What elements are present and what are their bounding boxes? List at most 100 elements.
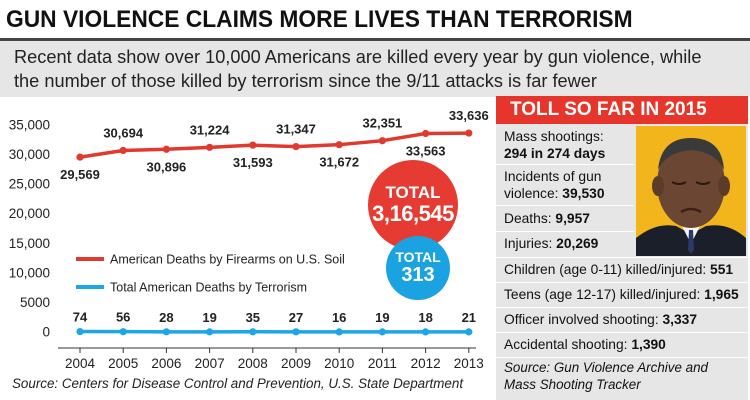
panel-source-line-2: Mass Shooting Tracker [504, 377, 641, 392]
stat-teens: Teens (age 12-17) killed/injured: 1,965 [504, 286, 739, 303]
y-tick-label: 5000 [20, 295, 50, 310]
stat-officer: Officer involved shooting: 3,337 [504, 311, 697, 328]
data-label-firearms: 33,636 [449, 108, 489, 123]
stat-gun-label-2: violence: [504, 186, 563, 201]
divider [496, 332, 748, 333]
point-firearms [292, 143, 300, 151]
x-tick-label: 2013 [454, 356, 484, 371]
data-label-firearms: 32,351 [363, 116, 403, 131]
point-terrorism [378, 328, 386, 336]
point-firearms [76, 153, 84, 161]
panel-source-line-1: Source: Gun Violence Archive and [504, 360, 708, 375]
data-label-terrorism: 74 [73, 310, 88, 325]
y-tick-label: 25,000 [9, 177, 50, 192]
divider [496, 164, 634, 165]
y-tick-label: 20,000 [9, 206, 50, 221]
total-firearms-bubble: TOTAL 3,16,545 [368, 160, 458, 250]
stat-accidental-value: 1,390 [631, 337, 666, 352]
total-firearms-value: 3,16,545 [372, 201, 454, 226]
chart-source: Source: Centers for Disease Control and … [12, 376, 464, 391]
point-firearms [206, 143, 214, 151]
legend-label-terrorism: Total American Deaths by Terrorism [110, 281, 307, 295]
divider [496, 257, 748, 258]
subhead-line-1: Recent data show over 10,000 Americans a… [14, 47, 702, 67]
data-label-terrorism: 16 [332, 310, 346, 325]
point-firearms [162, 145, 170, 153]
y-tick-label: 30,000 [9, 147, 50, 162]
stat-deaths-value: 9,957 [555, 211, 590, 226]
data-label-firearms: 31,224 [190, 122, 231, 137]
point-firearms [335, 141, 343, 149]
point-terrorism [249, 328, 257, 336]
stat-injuries-value: 20,269 [556, 236, 599, 251]
divider [496, 307, 748, 308]
divider [496, 282, 748, 283]
data-label-terrorism: 18 [418, 310, 432, 325]
stat-officer-label: Officer involved shooting: [504, 312, 663, 327]
y-tick-label: 15,000 [9, 236, 50, 251]
stat-mass-shootings: Mass shootings: 294 in 274 days [504, 128, 605, 162]
y-tick-label: 0 [42, 325, 50, 340]
stat-injuries-label: Injuries: [504, 236, 557, 251]
data-label-terrorism: 27 [289, 310, 303, 325]
subhead-line-2: the number of those killed by terrorism … [14, 71, 597, 91]
headline: GUN VIOLENCE CLAIMS MORE LIVES THAN TERR… [6, 6, 633, 33]
x-tick-label: 2009 [281, 356, 311, 371]
photo-mouth [680, 207, 702, 214]
stat-teens-label: Teens (age 12-17) killed/injured: [504, 287, 705, 302]
divider [496, 205, 634, 206]
chart-svg: 35,000 30,000 25,000 20,000 15,000 10,000 5000… [9, 108, 489, 371]
data-label-terrorism: 35 [246, 310, 260, 325]
legend-label-firearms: American Deaths by Firearms on U.S. Soil [110, 253, 345, 267]
x-tick-label: 2006 [151, 356, 181, 371]
data-label-firearms: 29,569 [60, 167, 100, 182]
x-tick-label: 2007 [195, 356, 225, 371]
point-firearms [249, 141, 257, 149]
stat-mass-value: 294 in 274 days [504, 146, 606, 161]
divider [496, 231, 634, 232]
stat-deaths: Deaths: 9,957 [504, 210, 590, 227]
stat-accidental: Accidental shooting: 1,390 [504, 336, 666, 353]
x-tick-label: 2005 [108, 356, 138, 371]
photo-eye-right [695, 181, 711, 185]
point-firearms [119, 146, 127, 155]
x-tick-label: 2011 [368, 356, 397, 371]
divider [496, 357, 748, 358]
total-terrorism-bubble: TOTAL 313 [386, 236, 450, 300]
point-terrorism [162, 328, 170, 336]
photo-hair [658, 138, 724, 170]
stat-officer-value: 3,337 [662, 312, 698, 327]
data-label-firearms: 31,593 [233, 155, 273, 170]
stat-gun-violence: Incidents of gun violence: 39,530 [504, 168, 605, 202]
x-tick-label: 2004 [65, 356, 96, 371]
stat-accidental-label: Accidental shooting: [504, 337, 632, 352]
y-tick-label: 10,000 [9, 265, 50, 280]
portrait-photo [636, 126, 746, 256]
stat-children-label: Children (age 0-11) killed/injured: [504, 262, 711, 277]
data-label-terrorism: 28 [159, 310, 173, 325]
point-terrorism [465, 328, 473, 336]
subhead-text: Recent data show over 10,000 Americans a… [14, 45, 744, 93]
point-firearms [422, 129, 430, 138]
panel-title: TOLL SO FAR IN 2015 [496, 96, 748, 124]
photo-ear-right [718, 176, 730, 196]
point-terrorism [206, 328, 214, 336]
total-terrorism-label: TOTAL [395, 249, 441, 265]
total-terrorism-value: 313 [401, 264, 435, 286]
series-line-firearms [79, 131, 469, 159]
stat-deaths-label: Deaths: [504, 211, 556, 226]
data-label-firearms: 30,694 [103, 125, 144, 140]
stat-mass-label: Mass shootings: [504, 129, 604, 144]
x-tick-label: 2010 [324, 356, 354, 371]
point-terrorism [119, 328, 127, 336]
stat-teens-value: 1,965 [704, 287, 739, 302]
photo-ear-left [652, 176, 664, 196]
line-chart: 35,000 30,000 25,000 20,000 15,000 10,000 5000… [0, 96, 490, 400]
stat-gun-value: 39,530 [562, 186, 605, 201]
data-label-terrorism: 21 [462, 310, 476, 325]
data-label-firearms: 31,672 [319, 155, 359, 170]
stat-children: Children (age 0-11) killed/injured: 551 [504, 261, 733, 278]
stat-injuries: Injuries: 20,269 [504, 235, 598, 252]
point-terrorism [422, 328, 430, 336]
point-firearms [378, 137, 386, 145]
